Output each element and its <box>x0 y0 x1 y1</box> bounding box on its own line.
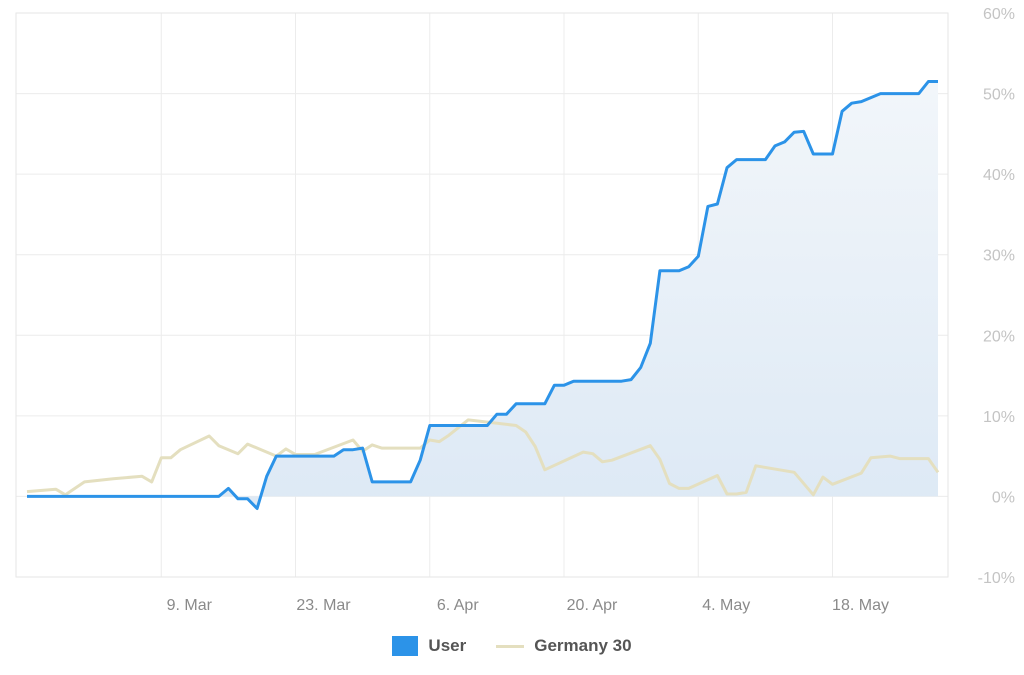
y-tick-label: -10% <box>978 570 1015 587</box>
x-axis-ticks: 9. Mar 23. Mar 6. Apr 20. Apr 4. May 18. May <box>167 597 889 614</box>
y-tick-label: 50% <box>983 87 1015 104</box>
x-tick-label: 20. Apr <box>567 597 618 614</box>
y-tick-label: 30% <box>983 248 1015 265</box>
x-tick-label: 23. Mar <box>296 597 351 614</box>
legend-swatch-germany-30 <box>496 644 525 648</box>
x-tick-label: 18. May <box>832 597 889 614</box>
plot-frame <box>15 12 949 578</box>
series-line-germany-30 <box>26 418 940 497</box>
legend-label-user: User <box>428 636 467 655</box>
x-tick-label: 9. Mar <box>167 597 213 614</box>
legend: User Germany 30 <box>0 636 1024 656</box>
y-tick-label: 0% <box>992 489 1015 506</box>
legend-item-user[interactable]: User <box>392 636 466 656</box>
y-tick-label: 10% <box>983 409 1015 426</box>
legend-label-germany-30: Germany 30 <box>534 636 632 655</box>
legend-swatch-user <box>392 636 419 656</box>
y-tick-label: 40% <box>983 167 1015 184</box>
y-tick-label: 20% <box>983 328 1015 345</box>
legend-item-germany-30[interactable]: Germany 30 <box>496 636 632 656</box>
series-line-user <box>27 80 938 510</box>
y-tick-label: 60% <box>983 6 1015 23</box>
y-axis-ticks: 60% 50% 40% 30% 20% 10% 0% -10% <box>978 6 1015 587</box>
x-tick-label: 6. Apr <box>437 597 479 614</box>
x-tick-label: 4. May <box>702 597 750 614</box>
series-area-user <box>27 81 938 509</box>
